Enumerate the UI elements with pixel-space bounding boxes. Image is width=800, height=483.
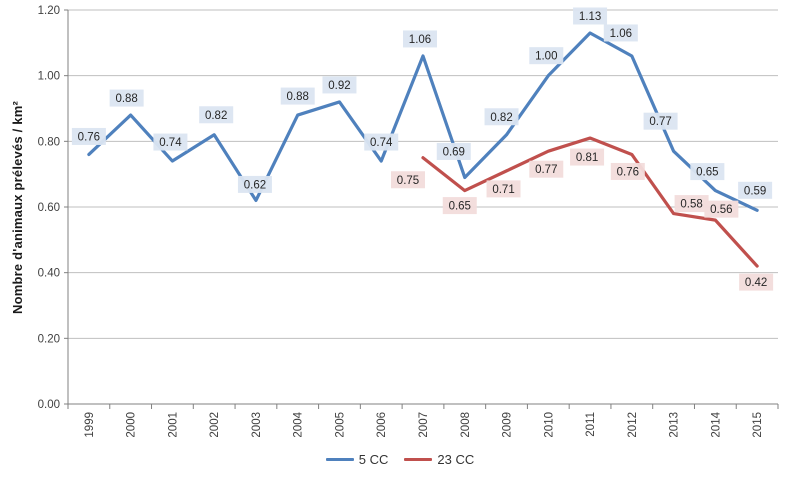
data-label: 0.56 — [710, 204, 732, 216]
data-label-box — [403, 30, 437, 48]
data-label-box — [280, 87, 315, 105]
data-label: 0.74 — [159, 137, 182, 149]
x-tick-label: 2015 — [752, 412, 764, 438]
x-tick-label: 2004 — [293, 411, 305, 437]
data-label-box — [322, 76, 357, 94]
x-tick-label: 2002 — [209, 412, 221, 438]
data-label: 1.06 — [409, 34, 431, 46]
data-label-box — [484, 108, 519, 126]
data-label-box — [71, 127, 106, 145]
data-label: 0.76 — [617, 166, 639, 178]
data-label-box — [610, 162, 645, 180]
y-tick-label: 0.60 — [38, 202, 60, 214]
line-chart: 0.00 0.20 0.40 0.60 0.80 1.00 1.20 1999 2000 2001… — [38, 5, 779, 438]
y-tick-label: 0.40 — [38, 268, 60, 280]
data-label: 0.65 — [696, 167, 718, 179]
data-label: 0.59 — [744, 185, 766, 197]
x-tick-label: 2009 — [502, 412, 514, 438]
data-label-box — [442, 197, 477, 215]
y-tick-label: 0.00 — [38, 399, 60, 411]
legend-line-sample-red — [404, 458, 433, 461]
x-tick-label: 2001 — [167, 412, 179, 438]
data-label: 0.76 — [78, 131, 100, 143]
data-label: 0.69 — [443, 146, 465, 158]
data-label: 0.82 — [490, 112, 512, 124]
data-label: 0.88 — [287, 91, 309, 103]
legend-item-23cc: 23 CC — [404, 452, 474, 467]
data-label: 0.75 — [397, 175, 419, 187]
data-label-box — [704, 200, 739, 218]
x-tick-label: 2005 — [334, 412, 346, 438]
legend: 5 CC 23 CC — [0, 452, 800, 467]
data-label-box — [436, 142, 471, 160]
data-label: 0.92 — [328, 80, 350, 92]
x-tick-label: 2010 — [543, 412, 555, 438]
data-label-box — [739, 273, 774, 291]
data-label-box — [674, 195, 709, 213]
legend-line-sample-blue — [325, 458, 354, 461]
data-label-box — [364, 133, 399, 151]
data-label-box — [529, 47, 564, 65]
data-label-box — [570, 148, 605, 166]
x-tick-label: 2003 — [251, 412, 263, 438]
x-tick-label: 2000 — [126, 412, 138, 438]
data-label: 0.81 — [576, 152, 598, 164]
data-label: 0.88 — [115, 93, 137, 105]
data-label-box — [603, 24, 638, 42]
x-tick-label: 2011 — [585, 412, 597, 437]
data-label-box — [573, 7, 608, 25]
data-label: 0.65 — [449, 201, 471, 213]
data-label: 0.58 — [680, 199, 702, 211]
data-label-box — [391, 171, 425, 189]
series-line-23cc — [421, 136, 759, 268]
data-label: 1.06 — [610, 28, 632, 40]
x-tick-label: 2007 — [418, 412, 430, 438]
data-label-box — [529, 160, 564, 178]
x-tick-label: 2012 — [627, 412, 639, 438]
data-label-box — [237, 175, 272, 193]
legend-label-23cc: 23 CC — [437, 452, 475, 467]
data-label: 0.82 — [205, 110, 227, 122]
data-label-box — [486, 180, 521, 198]
series-line-5cc — [87, 31, 759, 212]
data-label-box — [738, 181, 773, 199]
legend-item-5cc: 5 CC — [325, 452, 389, 467]
x-tick-label: 2006 — [376, 412, 388, 438]
data-label-box — [153, 133, 188, 151]
data-label-box — [690, 163, 725, 181]
x-tick-label: 2014 — [710, 411, 722, 437]
y-tick-label: 1.20 — [38, 5, 60, 17]
data-label: 0.71 — [492, 184, 514, 196]
data-label: 1.00 — [535, 51, 557, 63]
data-label-box — [199, 106, 234, 124]
x-tick-label: 1999 — [84, 412, 96, 438]
y-tick-label: 1.00 — [38, 71, 60, 83]
data-label: 0.74 — [370, 137, 393, 149]
data-label: 0.77 — [649, 116, 671, 128]
x-tick-label: 2013 — [669, 412, 681, 438]
data-label-box — [109, 89, 144, 107]
data-label-box — [643, 112, 678, 130]
data-label: 1.13 — [579, 11, 601, 23]
data-label: 0.42 — [745, 277, 767, 289]
data-label: 0.77 — [535, 164, 557, 176]
data-label: 0.62 — [244, 179, 266, 191]
y-tick-label: 0.80 — [38, 136, 60, 148]
legend-label-5cc: 5 CC — [358, 452, 389, 467]
x-tick-label: 2008 — [460, 412, 472, 438]
y-tick-label: 0.20 — [38, 333, 60, 345]
